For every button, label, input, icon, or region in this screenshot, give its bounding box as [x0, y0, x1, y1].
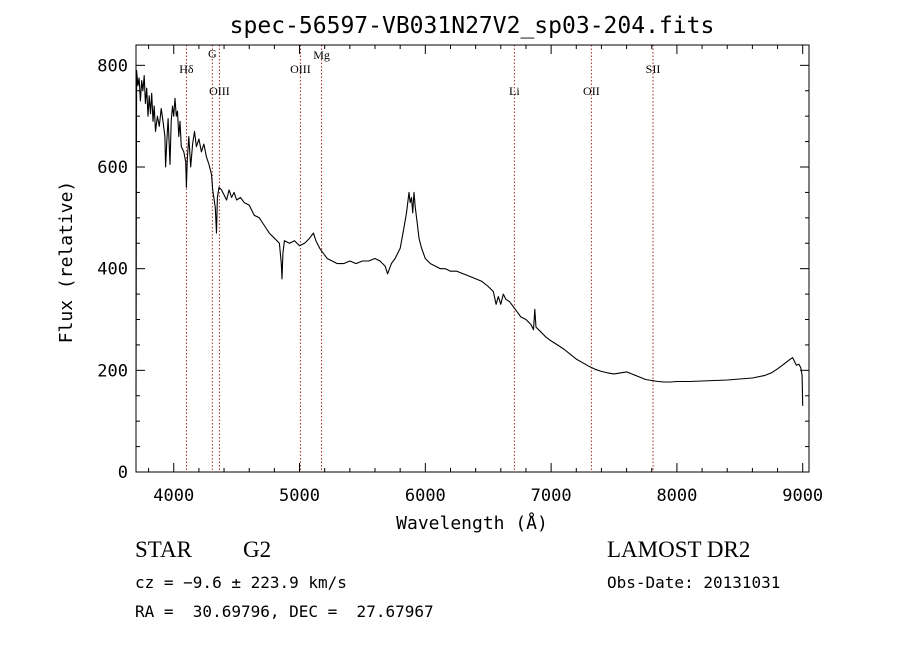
x-tick-label-2: 6000 — [405, 486, 446, 506]
marker-label-3: OIII — [290, 62, 311, 76]
marker-label-7: SII — [646, 62, 661, 76]
chart-title: spec-56597-VB031N27V2_sp03-204.fits — [230, 13, 715, 39]
marker-label-0: Hδ — [179, 62, 194, 76]
x-axis-label: Wavelength (Å) — [396, 512, 548, 534]
marker-label-1: G — [208, 47, 217, 61]
object-subclass: G2 — [243, 537, 272, 562]
y-tick-label-4: 800 — [97, 56, 128, 76]
survey-name: LAMOST DR2 — [607, 537, 751, 562]
marker-label-6: OII — [583, 84, 600, 98]
y-tick-label-0: 0 — [118, 463, 128, 483]
redshift-text: cz = −9.6 ± 223.9 km/s — [135, 573, 347, 592]
x-tick-label-0: 4000 — [153, 486, 194, 506]
y-tick-label-1: 200 — [97, 361, 128, 381]
y-axis-label: Flux (relative) — [56, 181, 77, 344]
marker-label-2: OIII — [209, 84, 230, 98]
x-tick-label-3: 7000 — [531, 486, 572, 506]
plot-frame — [135, 44, 810, 473]
x-tick-label-5: 9000 — [782, 486, 823, 506]
coordinates-text: RA = 30.69796, DEC = 27.67967 — [135, 602, 434, 621]
y-tick-label-3: 600 — [97, 158, 128, 178]
x-tick-label-1: 5000 — [279, 486, 320, 506]
y-tick-label-2: 400 — [97, 260, 128, 280]
object-class: STAR — [135, 537, 192, 562]
marker-label-4: Mg — [313, 48, 330, 62]
observation-date: Obs-Date: 20131031 — [607, 573, 781, 592]
marker-label-5: Li — [509, 84, 520, 98]
x-axis-ticks: 4000 5000 6000 7000 8000 9000 — [148, 45, 823, 506]
series-spectrum-line — [135, 69, 804, 406]
y-axis-ticks: 0 200 400 600 800 — [97, 56, 809, 483]
x-tick-label-4: 8000 — [656, 486, 697, 506]
